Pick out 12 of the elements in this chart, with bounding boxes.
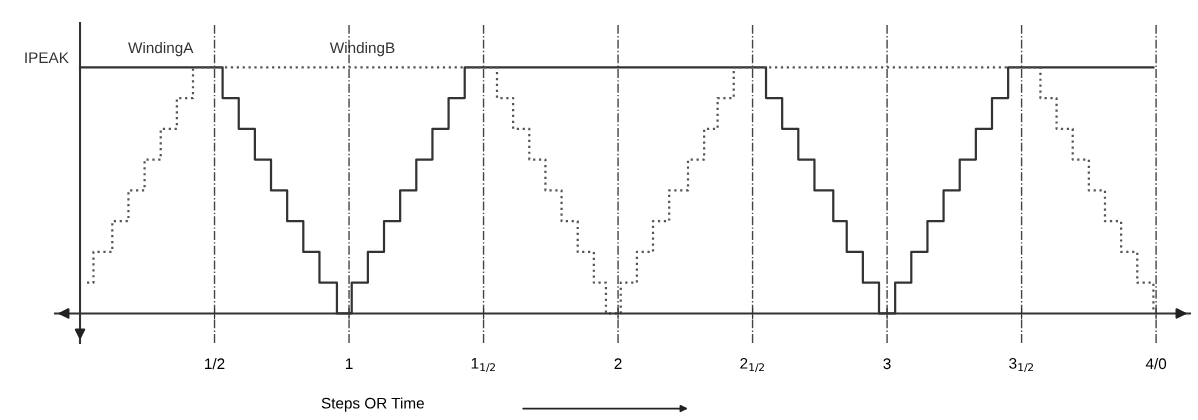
annotation: IPEAK — [25, 52, 69, 63]
x-tick-label: 1/2 — [205, 357, 225, 370]
x-axis-title: Steps OR Time — [321, 397, 424, 412]
x-tick-label: 1$_{1/2}$ — [471, 358, 495, 373]
x-tick-label: 2 — [614, 358, 622, 369]
x-tick-label: 3$_{1/2}$ — [1009, 357, 1033, 373]
x-tick-label: 3 — [883, 358, 891, 370]
x-tick-label: 2$_{1/2}$ — [740, 357, 764, 373]
x-tick-label: 4/0 — [1145, 357, 1167, 370]
x-tick-label: 1 — [345, 358, 353, 369]
annotation: WindingB — [329, 41, 395, 57]
annotation: WindingA — [128, 41, 194, 57]
